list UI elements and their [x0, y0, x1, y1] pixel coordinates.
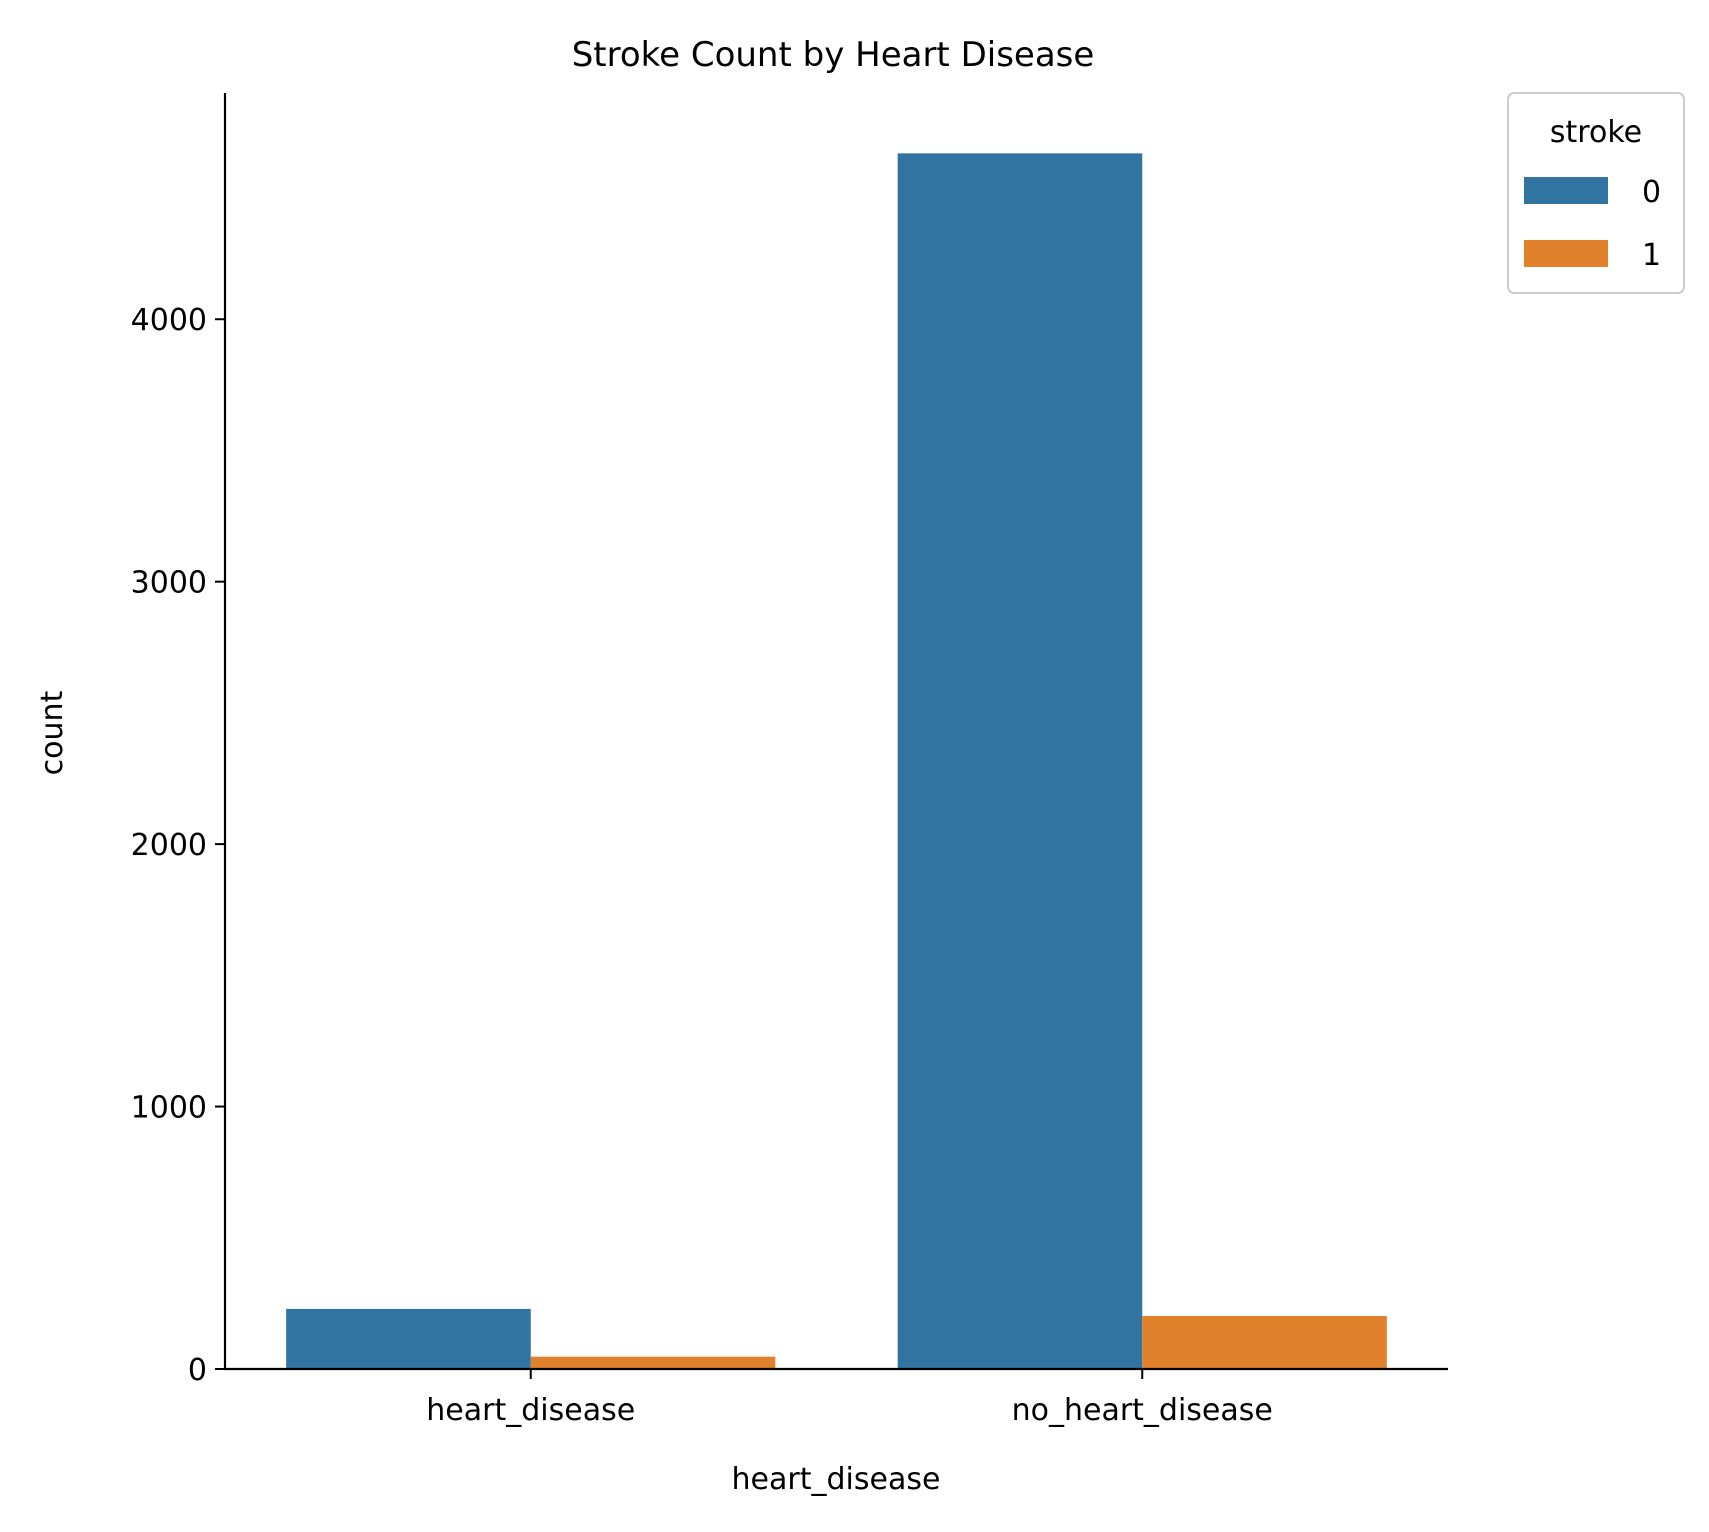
- legend-title: stroke: [1550, 115, 1642, 150]
- x-axis-label: heart_disease: [732, 1462, 941, 1497]
- legend-label-1: 1: [1642, 238, 1661, 273]
- bar-no_heart_disease-stroke-0: [897, 153, 1143, 1370]
- legend-label-0: 0: [1642, 175, 1661, 210]
- bar-heart_disease-stroke-0: [286, 1308, 531, 1369]
- chart-title: Stroke Count by Heart Disease: [572, 35, 1095, 75]
- y-tick-label-0: 0: [188, 1353, 207, 1388]
- y-axis-label: count: [35, 690, 70, 775]
- y-axis-ticks: 0 1000 2000 3000 4000: [131, 303, 225, 1388]
- y-tick-label-3000: 3000: [131, 566, 207, 601]
- y-tick-label-2000: 2000: [131, 828, 207, 863]
- legend: stroke 0 1: [1507, 92, 1685, 294]
- x-tick-label-heart_disease: heart_disease: [426, 1393, 635, 1428]
- legend-swatch-1: [1524, 240, 1608, 267]
- legend-swatch-0: [1524, 177, 1608, 204]
- bars-layer: [286, 153, 1387, 1370]
- y-tick-label-1000: 1000: [131, 1091, 207, 1126]
- y-tick-label-4000: 4000: [131, 303, 207, 338]
- bar-no_heart_disease-stroke-1: [1142, 1315, 1387, 1369]
- x-tick-label-no_heart_disease: no_heart_disease: [1012, 1393, 1273, 1428]
- x-axis-ticks: heart_disease no_heart_disease: [426, 1369, 1273, 1428]
- bar-heart_disease-stroke-1: [530, 1356, 776, 1369]
